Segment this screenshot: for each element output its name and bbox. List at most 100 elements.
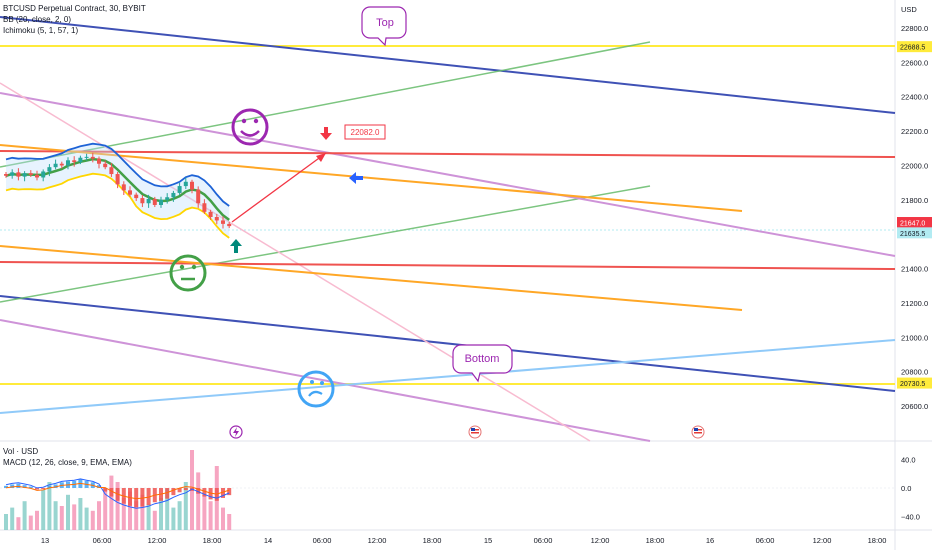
lightning-event-icon[interactable] (229, 425, 243, 439)
macd-histogram-bar (53, 484, 58, 488)
candle-body (72, 160, 77, 163)
bollinger-upper-line (5, 142, 230, 207)
time-tick-label: 12:00 (813, 536, 832, 545)
volume-bar (146, 504, 151, 530)
volume-bar (177, 501, 182, 530)
price-tag-label: 22688.5 (900, 45, 925, 52)
volume-bar (22, 501, 27, 530)
candle-body (103, 163, 108, 168)
price-tick-label: 21200.0 (901, 299, 928, 308)
time-tick-label: 12:00 (148, 536, 167, 545)
macd-histogram-bar (171, 488, 176, 496)
projection-arrow-head (316, 153, 326, 162)
trendline-green-upper (0, 41, 651, 168)
candle-body (53, 163, 58, 168)
trendline-pink-diagonal (0, 82, 591, 442)
volume-bar (140, 494, 145, 530)
volume-bar (10, 507, 15, 530)
time-tick-label: 13 (41, 536, 49, 545)
macd-volume-pane (0, 450, 895, 530)
macd-histogram-bar (165, 488, 170, 499)
macd-histogram-bar (177, 488, 182, 493)
candle-body (208, 211, 213, 217)
candle-body (115, 174, 120, 185)
time-tick-label: 06:00 (93, 536, 112, 545)
price-tag-label: 21635.5 (900, 231, 925, 238)
legend-ichimoku[interactable]: Ichimoku (5, 1, 57, 1) (3, 26, 79, 35)
us-flag-event-icon-2[interactable] (691, 425, 705, 439)
currency-label: USD (901, 5, 917, 14)
candle-body (41, 171, 46, 178)
price-tag-bg (897, 41, 932, 53)
legend-symbol[interactable]: BTCUSD Perpetual Contract, 30, BYBIT (3, 4, 146, 13)
volume-bar (28, 515, 33, 530)
time-tick-label: 06:00 (313, 536, 332, 545)
time-tick-label: 12:00 (368, 536, 387, 545)
candle-body (146, 198, 151, 204)
volume-bar (103, 488, 108, 530)
volume-bar (115, 482, 120, 530)
time-tick-label: 06:00 (534, 536, 553, 545)
us-flag-event-icon[interactable] (468, 425, 482, 439)
volume-bar (47, 482, 52, 530)
trendline-purple-upper (0, 92, 896, 257)
macd-histogram-bar (208, 488, 213, 500)
candle-body (190, 181, 194, 190)
volume-bar (78, 498, 83, 530)
blue-left-arrow-icon (349, 172, 363, 184)
candle-body (140, 198, 145, 204)
candle-body (109, 167, 114, 175)
legend-bb[interactable]: BB (20, close, 2, 0) (3, 15, 72, 24)
trendline-purple-lower (0, 319, 651, 442)
top-callout: Top (361, 6, 407, 47)
macd-tick-label: −40.0 (901, 513, 920, 522)
price-tick-label: 22000.0 (901, 161, 928, 170)
price-tick-label: 22600.0 (901, 58, 928, 67)
trendline-orange-upper (0, 144, 743, 212)
volume-bar (152, 510, 157, 530)
trendline-red-upper (0, 150, 896, 158)
volume-bar (41, 490, 46, 530)
candle-body (183, 181, 188, 187)
volume-bar (90, 510, 95, 530)
green-up-arrow-icon (230, 239, 242, 253)
candle-body (171, 192, 176, 198)
smiley-neutral-icon (169, 254, 207, 292)
time-axis[interactable]: 13 06:00 12:00 18:00 14 06:00 12:00 18:00 15 06:0… (41, 536, 887, 545)
candle-body (134, 194, 139, 199)
legend-volume[interactable]: Vol · USD (3, 447, 39, 456)
price-tick-label: 22200.0 (901, 127, 928, 136)
macd-histogram-bar (103, 488, 108, 492)
volume-bar (109, 475, 114, 530)
candle-body (4, 174, 8, 176)
candle-body (78, 157, 83, 163)
volume-bar (59, 506, 64, 530)
macd-histogram-bar (221, 488, 225, 498)
legend-macd[interactable]: MACD (12, 26, close, 9, EMA, EMA) (3, 458, 132, 467)
candle-body (202, 203, 207, 212)
macd-tick-label: 0.0 (901, 484, 911, 493)
volume-bar (221, 507, 225, 530)
macd-tick-label: 40.0 (901, 456, 916, 465)
time-tick-label: 18:00 (203, 536, 222, 545)
candle-body (152, 198, 157, 205)
macd-histogram-bar (227, 488, 232, 496)
candle-body (10, 172, 15, 176)
time-tick-label: 12:00 (591, 536, 610, 545)
macd-histogram-bar (47, 485, 52, 488)
bottom-callout-text: Bottom (465, 353, 500, 365)
candle-body (177, 186, 182, 193)
trendline-green-lower (0, 185, 651, 303)
trendlines (0, 16, 896, 442)
macd-signal-line (5, 482, 230, 500)
volume-bar (53, 501, 58, 530)
macd-axis[interactable]: 40.0 0.0 −40.0 (901, 456, 920, 522)
volume-bar (183, 482, 188, 530)
trendline-navy-lower (0, 295, 896, 392)
trendline-red-lower (0, 261, 896, 270)
smiley-confused-icon (297, 370, 335, 408)
red-down-arrow-icon (320, 127, 332, 140)
